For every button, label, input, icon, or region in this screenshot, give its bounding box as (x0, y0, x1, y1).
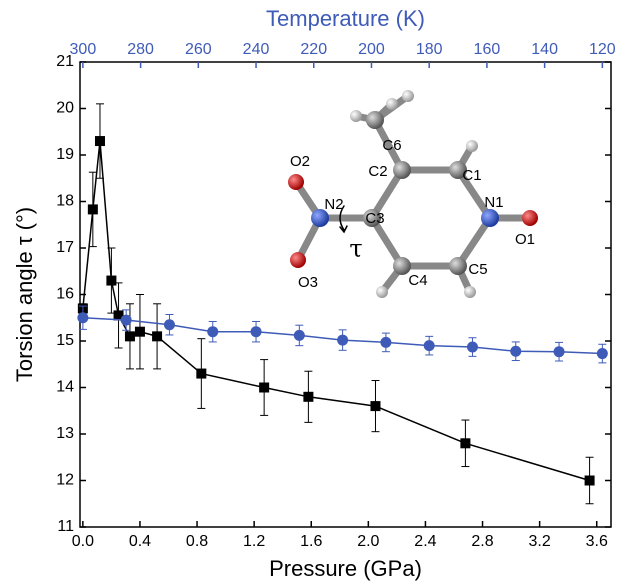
data-point (196, 369, 206, 379)
x2-tick-label: 280 (127, 41, 154, 58)
data-point (259, 383, 269, 393)
x-tick-label: 3.2 (529, 533, 551, 550)
x2-axis-label: Temperature (K) (266, 6, 425, 31)
y-tick-label: 13 (56, 425, 74, 442)
plot-frame (80, 62, 611, 527)
data-point (125, 331, 135, 341)
y-tick-label: 14 (56, 379, 74, 396)
x-tick-label: 2.8 (471, 533, 493, 550)
atom-label: C3 (365, 210, 384, 227)
atom-label: τ (349, 235, 362, 263)
data-point (585, 476, 595, 486)
x2-tick-label: 180 (416, 41, 443, 58)
x-axis-label: Pressure (GPa) (269, 556, 422, 581)
data-point (597, 348, 608, 359)
data-point (251, 326, 262, 337)
data-point (467, 342, 478, 353)
atom-label: C1 (462, 167, 481, 184)
data-point (95, 136, 105, 146)
y-axis-label: Torsion angle τ (°) (12, 207, 37, 382)
atom-label: O3 (298, 274, 318, 291)
data-point (88, 204, 98, 214)
x2-tick-label: 220 (300, 41, 327, 58)
data-point (510, 346, 521, 357)
data-point (152, 331, 162, 341)
atom-label: C4 (408, 272, 427, 289)
x2-tick-label: 240 (243, 41, 270, 58)
x-tick-label: 1.2 (243, 533, 265, 550)
atom-label: O1 (515, 231, 535, 248)
series-line (83, 141, 590, 480)
x-tick-label: 0.0 (72, 533, 94, 550)
x2-tick-label: 160 (474, 41, 501, 58)
x2-tick-label: 260 (185, 41, 212, 58)
data-point (164, 319, 175, 330)
atom-label: N1 (484, 194, 503, 211)
data-point (135, 327, 145, 337)
y-tick-label: 20 (56, 100, 74, 117)
chart: 11121314151617181920210.00.40.81.21.62.0… (0, 0, 622, 583)
data-point (460, 438, 470, 448)
y-tick-label: 12 (56, 472, 74, 489)
y-tick-label: 16 (56, 286, 74, 303)
data-point (380, 337, 391, 348)
x2-tick-label: 200 (358, 41, 385, 58)
data-point (303, 392, 313, 402)
y-tick-label: 15 (56, 332, 74, 349)
atom-label: C2 (368, 163, 387, 180)
data-point (554, 346, 565, 357)
x-tick-label: 0.4 (129, 533, 151, 550)
data-point (337, 335, 348, 346)
data-point (121, 315, 132, 326)
atom-label: C6 (382, 137, 401, 154)
atom-label: O2 (290, 153, 310, 170)
y-tick-label: 18 (56, 193, 74, 210)
y-tick-label: 19 (56, 146, 74, 163)
x-tick-label: 2.0 (357, 533, 379, 550)
data-point (77, 312, 88, 323)
data-point (294, 330, 305, 341)
data-point (370, 401, 380, 411)
x-tick-label: 2.4 (414, 533, 436, 550)
x-tick-label: 0.8 (186, 533, 208, 550)
atom-label: N2 (324, 196, 343, 213)
x-tick-label: 3.6 (586, 533, 608, 550)
x2-tick-label: 120 (589, 41, 616, 58)
x-tick-label: 1.6 (300, 533, 322, 550)
y-tick-label: 17 (56, 239, 74, 256)
x2-tick-label: 300 (70, 41, 97, 58)
data-point (106, 276, 116, 286)
x2-tick-label: 140 (531, 41, 558, 58)
data-point (207, 326, 218, 337)
data-point (424, 340, 435, 351)
atom-label: C5 (468, 261, 487, 278)
